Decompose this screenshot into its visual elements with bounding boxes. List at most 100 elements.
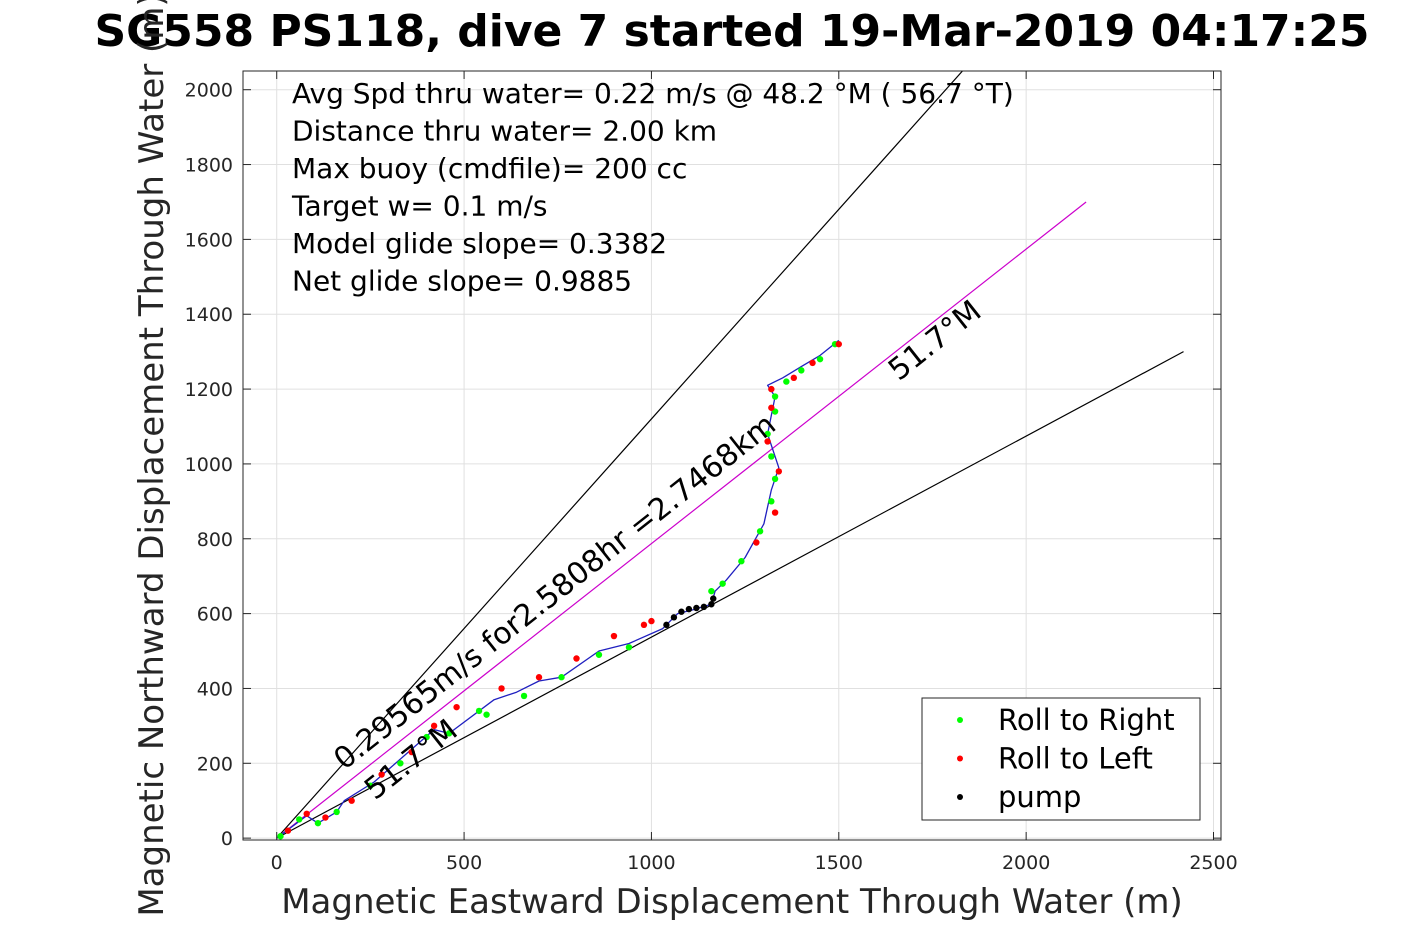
- data-point: [284, 827, 292, 834]
- info-line: Model glide slope= 0.3382: [292, 227, 667, 260]
- data-point: [475, 707, 483, 715]
- data-point: [768, 453, 775, 460]
- data-point: [573, 655, 580, 662]
- data-point: [595, 651, 603, 658]
- data-point: [708, 587, 715, 595]
- y-tick-label: 400: [197, 678, 233, 700]
- legend-label: Roll to Right: [998, 703, 1175, 737]
- legend-marker: [957, 755, 963, 762]
- data-points: [277, 340, 842, 840]
- y-tick-label: 800: [197, 529, 233, 551]
- y-tick-label: 200: [197, 753, 233, 775]
- legend-label: Roll to Left: [998, 742, 1153, 776]
- y-tick-label: 1800: [185, 155, 233, 177]
- data-point: [498, 685, 505, 692]
- y-tick-label: 1600: [185, 229, 233, 251]
- data-point: [670, 614, 678, 621]
- data-point: [809, 359, 816, 367]
- data-point: [445, 730, 453, 737]
- data-point: [693, 604, 700, 612]
- x-tick-label: 1000: [627, 852, 675, 874]
- data-point: [640, 621, 648, 629]
- x-tick-label: 2500: [1189, 852, 1237, 874]
- data-point: [303, 810, 310, 818]
- data-point: [378, 771, 385, 778]
- data-point: [708, 601, 715, 608]
- data-point: [771, 509, 779, 516]
- data-point: [678, 608, 685, 615]
- legend: Roll to Right Roll to Left pump: [921, 697, 1201, 821]
- data-point: [768, 498, 775, 505]
- reference-line: [276, 71, 963, 839]
- info-line: Avg Spd thru water= 0.22 m/s @ 48.2 °M (…: [292, 77, 1014, 110]
- data-point: [768, 404, 775, 411]
- x-axis-label: Magnetic Eastward Displacement Through W…: [281, 882, 1183, 922]
- data-point: [719, 580, 726, 587]
- legend-marker: [957, 794, 963, 800]
- data-point: [798, 367, 805, 374]
- data-point: [764, 438, 771, 445]
- data-point: [453, 703, 460, 711]
- data-point: [397, 760, 404, 767]
- info-line: Net glide slope= 0.9885: [292, 265, 632, 298]
- data-point: [790, 374, 798, 382]
- data-point: [296, 816, 303, 823]
- legend-marker: [957, 717, 963, 723]
- axis-ticks: 0 500 1000 1500 2000 2500 0 200 400 600 800 1000 120…: [185, 71, 1238, 874]
- data-point: [700, 603, 708, 611]
- data-point: [771, 393, 779, 400]
- data-point: [648, 617, 655, 625]
- data-point: [783, 378, 790, 385]
- chart-title: SG558 PS118, dive 7 started 19-Mar-2019 …: [94, 6, 1369, 57]
- data-point: [322, 814, 329, 821]
- y-tick-label: 600: [197, 604, 233, 626]
- data-point: [710, 595, 717, 602]
- data-point: [768, 385, 775, 393]
- data-point: [835, 340, 842, 348]
- reference-line: [276, 201, 1087, 839]
- data-point: [535, 674, 543, 681]
- x-tick-label: 1500: [815, 852, 863, 874]
- data-point: [663, 621, 670, 629]
- grid: [243, 71, 1221, 840]
- data-point: [625, 644, 633, 651]
- info-line: Distance thru water= 2.00 km: [292, 115, 717, 148]
- data-point: [610, 632, 618, 640]
- data-point: [314, 819, 322, 827]
- data-point: [775, 468, 783, 475]
- data-point: [753, 539, 760, 546]
- info-line: Max buoy (cmdfile)= 200 cc: [292, 152, 687, 185]
- plot-area-frame: [242, 70, 1222, 841]
- data-point: [738, 558, 745, 565]
- y-axis-label: Magnetic Northward Displacement Through …: [132, 0, 172, 917]
- data-point: [771, 475, 779, 483]
- y-tick-label: 2000: [185, 80, 233, 102]
- reference-line: [276, 351, 1184, 839]
- x-tick-label: 2000: [1002, 852, 1050, 874]
- legend-label: pump: [998, 780, 1081, 814]
- data-point: [430, 722, 438, 730]
- data-point: [423, 733, 430, 741]
- data-point: [558, 674, 565, 681]
- info-text-block: Avg Spd thru water= 0.22 m/s @ 48.2 °M (…: [291, 77, 1014, 298]
- data-point: [408, 748, 415, 756]
- data-point: [367, 782, 374, 789]
- data-point: [277, 833, 284, 840]
- legend-box: [921, 697, 1201, 821]
- data-point: [685, 605, 693, 613]
- x-tick-label: 500: [446, 852, 482, 874]
- y-tick-label: 0: [221, 828, 233, 850]
- x-tick-label: 0: [271, 852, 283, 874]
- info-line: Target w= 0.1 m/s: [291, 190, 548, 223]
- y-tick-label: 1400: [185, 304, 233, 326]
- data-point: [756, 528, 764, 535]
- data-point: [348, 797, 355, 804]
- y-tick-label: 1000: [185, 454, 233, 476]
- reference-lines: [276, 71, 1184, 839]
- data-point: [483, 711, 490, 718]
- y-tick-label: 1200: [185, 379, 233, 401]
- data-point: [764, 430, 771, 438]
- data-point: [816, 355, 824, 363]
- data-point: [520, 692, 528, 700]
